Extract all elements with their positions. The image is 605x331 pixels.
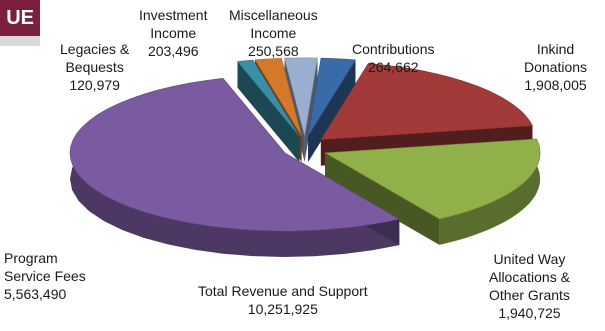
pie-slice-cut (237, 61, 300, 163)
pie-slices-layer (69, 57, 541, 257)
pie-slice-program-service-fees (69, 77, 401, 232)
pie-slice-cut (325, 152, 440, 245)
pie-slice-united-way-allocations-other-grants (324, 138, 541, 220)
pie-slice-miscellaneous-income (284, 57, 318, 136)
total-revenue-label: Total Revenue and Support 10,251,925 (198, 283, 368, 317)
corner-section-tab: UE (0, 0, 40, 36)
pie-slice-inkind-donations (320, 63, 533, 140)
pie-slice-legacies-bequests (236, 59, 300, 137)
slice-label-program-service-fees: Program Service Fees 5,563,490 (4, 250, 86, 302)
slice-label-united-way: United Way Allocations & Other Grants 1,… (489, 251, 570, 321)
corner-divider (0, 36, 40, 46)
pie-slice-wall (70, 78, 400, 257)
pie-slice-cut (308, 59, 356, 162)
slice-label-investment-income: Investment Income 203,496 (139, 7, 208, 59)
pie-slice-wall (439, 139, 541, 245)
slice-label-inkind-donations: Inkind Donations 1,908,005 (524, 41, 588, 93)
slice-label-miscellaneous-income: Miscellaneous Income 250,568 (229, 7, 318, 59)
slice-label-legacies-bequests: Legacies & Bequests 120,979 (60, 41, 130, 93)
pie-slice-investment-income (254, 58, 302, 137)
slice-label-contributions: Contributions 264,662 (352, 41, 435, 75)
pie-slice-contributions (307, 57, 357, 137)
